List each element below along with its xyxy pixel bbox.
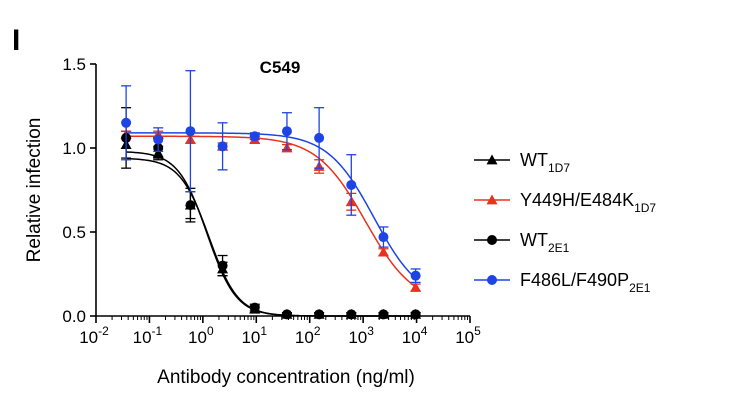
chart-title: C549	[260, 58, 301, 77]
legend-subscript: 1D7	[634, 201, 656, 215]
legend-subscript: 2E1	[629, 281, 651, 295]
y-tick-label: 0.5	[62, 223, 86, 242]
legend-marker	[486, 194, 498, 205]
x-tick-base: 10	[402, 328, 421, 347]
legend-marker	[487, 275, 497, 285]
data-point	[410, 270, 421, 281]
x-tick-exponent: -2	[98, 324, 109, 338]
data-point	[153, 134, 164, 145]
legend-label: WT1D7	[520, 150, 570, 175]
legend-name: Y449H/E484K	[520, 190, 634, 210]
legend-marker	[486, 154, 498, 165]
x-tick-exponent: 0	[207, 324, 214, 338]
data-point	[185, 126, 196, 137]
x-axis-label: Antibody concentration (ng/ml)	[157, 367, 415, 388]
data-point	[217, 260, 228, 271]
fit-curve	[126, 157, 416, 317]
legend-marker	[487, 235, 497, 245]
data-point	[314, 132, 325, 143]
x-tick-exponent: -1	[152, 324, 163, 338]
y-tick-label: 1.5	[62, 55, 86, 74]
data-point	[410, 309, 421, 320]
x-tick-label: 100	[188, 324, 214, 347]
legend-subscript: 2E1	[548, 241, 570, 255]
fit-curves	[126, 132, 417, 317]
x-tick-label: 10-2	[79, 324, 109, 347]
fit-curve	[126, 132, 417, 279]
fit-curve	[126, 135, 417, 288]
x-tick-exponent: 2	[314, 324, 321, 338]
y-tick-label: 0.0	[62, 307, 86, 326]
data-point	[378, 309, 389, 320]
data-point	[378, 232, 389, 243]
data-point	[377, 246, 389, 257]
panel-letter: I	[12, 24, 20, 57]
x-tick-base: 10	[348, 328, 367, 347]
x-tick-base: 10	[133, 328, 152, 347]
x-tick-exponent: 3	[367, 324, 374, 338]
data-point	[281, 126, 292, 137]
data-point	[217, 141, 228, 152]
x-tick-label: 105	[455, 324, 481, 347]
x-tick-base: 10	[295, 328, 314, 347]
data-point	[346, 309, 357, 320]
x-tick-label: 10-1	[133, 324, 163, 347]
x-tick-label: 102	[295, 324, 321, 347]
data-point	[249, 131, 260, 142]
data-point	[314, 309, 325, 320]
data-point	[346, 179, 357, 190]
legend-name: WT	[520, 230, 548, 250]
x-tick-exponent: 5	[474, 324, 481, 338]
legend-subscript: 1D7	[548, 161, 570, 175]
data-point	[410, 281, 422, 292]
y-axis-label: Relative infection	[24, 118, 45, 263]
x-tick-label: 103	[348, 324, 374, 347]
legend-label: F486L/F490P2E1	[520, 270, 651, 295]
x-tick-label: 101	[241, 324, 267, 347]
x-tick-exponent: 1	[260, 324, 267, 338]
x-tick-exponent: 4	[421, 324, 428, 338]
y-tick-label: 1.0	[62, 139, 86, 158]
legend-label: WT2E1	[520, 230, 570, 255]
x-tick-base: 10	[188, 328, 207, 347]
data-point	[185, 200, 196, 211]
axes: 0.00.51.01.510-2 10-1 100 101 102 103 104 105	[62, 55, 481, 347]
legend-label: Y449H/E484K1D7	[520, 190, 656, 215]
x-tick-base: 10	[241, 328, 260, 347]
data-point	[121, 117, 132, 128]
x-tick-base: 10	[455, 328, 474, 347]
x-tick-label: 104	[402, 324, 428, 347]
data-points	[120, 70, 422, 320]
data-point	[249, 302, 260, 313]
legend-name: F486L/F490P	[520, 270, 629, 290]
data-point	[281, 309, 292, 320]
legend-name: WT	[520, 150, 548, 170]
x-tick-base: 10	[79, 328, 98, 347]
